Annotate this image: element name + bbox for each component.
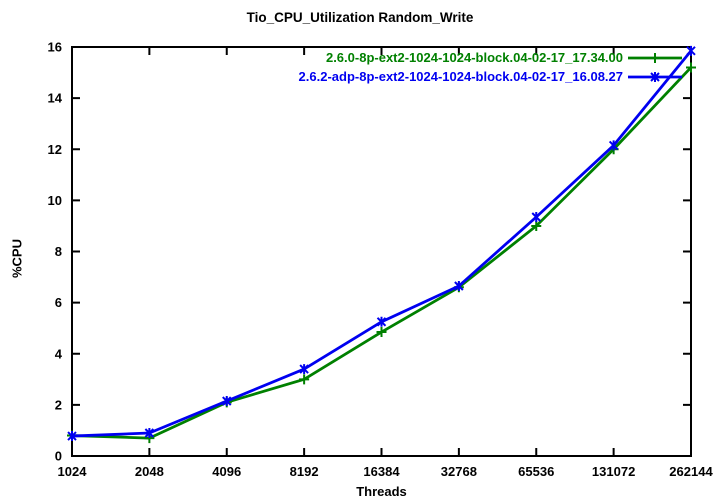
y-tick-label: 14 <box>48 91 63 106</box>
series-line-0 <box>71 66 693 440</box>
x-tick-label: 262144 <box>669 464 713 479</box>
y-axis-label: %CPU <box>9 239 25 279</box>
series-marker-0 <box>376 327 387 338</box>
chart-title: Tio_CPU_Utilization Random_Write <box>246 10 474 25</box>
x-tick-label: 8192 <box>290 464 319 479</box>
series-line-1 <box>71 49 693 438</box>
series-marker-0 <box>686 62 696 73</box>
series-marker-1 <box>454 281 464 292</box>
x-tick-label: 4096 <box>212 464 241 479</box>
x-tick-label: 65536 <box>518 464 554 479</box>
y-tick-label: 4 <box>55 346 63 361</box>
y-tick-label: 10 <box>48 193 62 208</box>
x-tick-label: 1024 <box>58 464 88 479</box>
y-tick-label: 12 <box>48 142 62 157</box>
y-tick-label: 2 <box>55 397 62 412</box>
series-marker-1 <box>222 396 232 407</box>
y-tick-label: 8 <box>55 244 62 259</box>
series-marker-0 <box>299 374 310 385</box>
x-axis-label: Threads <box>356 484 407 499</box>
series-marker-1 <box>608 140 619 151</box>
series-marker-1 <box>686 45 696 56</box>
series-marker-1 <box>67 431 77 442</box>
y-tick-label: 6 <box>55 295 62 310</box>
y-tick-label: 16 <box>48 40 62 55</box>
series-marker-1 <box>531 211 541 222</box>
series-marker-1 <box>376 316 387 327</box>
legend-sample-marker-0 <box>650 53 660 63</box>
x-tick-label: 131072 <box>592 464 635 479</box>
x-tick-label: 16384 <box>363 464 400 479</box>
legend-sample-marker-1 <box>650 72 660 82</box>
y-tick-label: 0 <box>55 449 62 464</box>
series-marker-1 <box>144 427 155 438</box>
plot-border <box>71 46 692 457</box>
x-tick-label: 32768 <box>441 464 477 479</box>
series-marker-0 <box>531 220 542 231</box>
legend-label-series-1: 2.6.2-adp-8p-ext2-1024-1024-block.04-02-… <box>298 69 623 84</box>
x-tick-label: 2048 <box>135 464 164 479</box>
series-marker-1 <box>299 364 309 375</box>
legend-label-series-0: 2.6.0-8p-ext2-1024-1024-block.04-02-17_1… <box>325 50 623 65</box>
